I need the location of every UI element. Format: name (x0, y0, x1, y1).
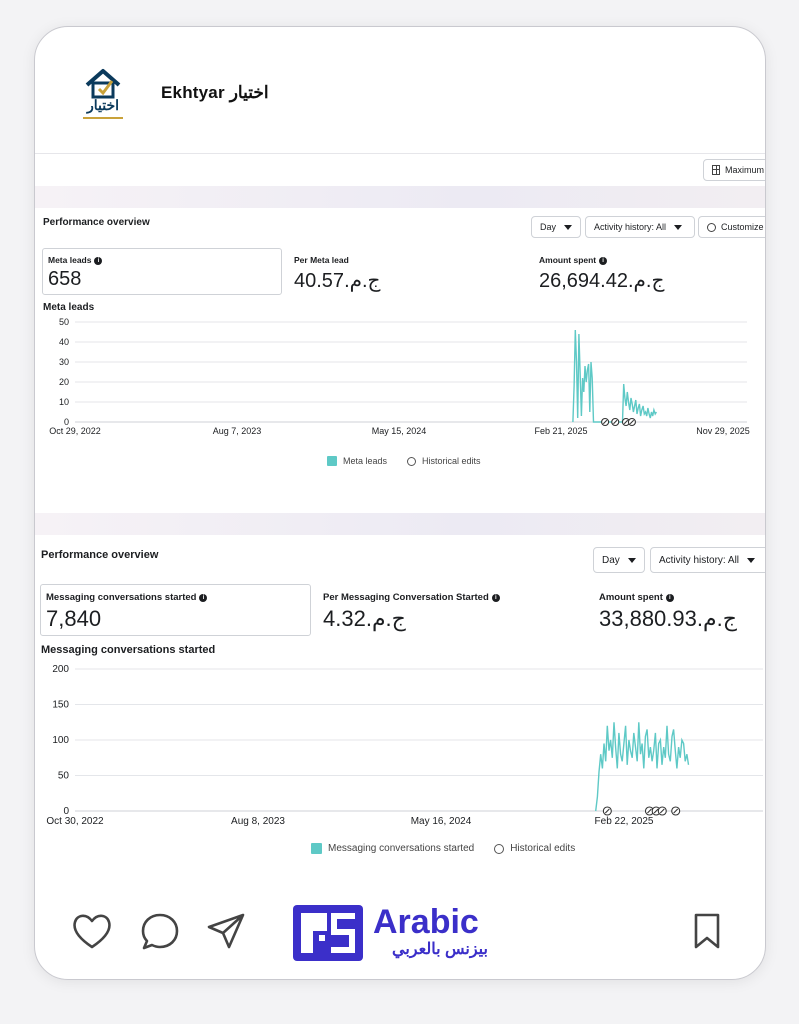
chart-title: Messaging conversations started (41, 644, 216, 656)
x-tick-label: May 15, 2024 (372, 426, 427, 436)
brand-english: Arabic (373, 903, 479, 941)
y-tick-label: 200 (52, 664, 69, 675)
y-tick-label: 0 (64, 417, 69, 427)
historical-edit-marker[interactable] (657, 806, 667, 816)
historical-edit-marker[interactable] (651, 806, 661, 816)
x-tick-label: Feb 21, 2025 (534, 426, 587, 436)
y-tick-label: 20 (59, 377, 69, 387)
series-line (572, 329, 658, 423)
info-icon: i (491, 594, 500, 602)
caret-down-icon (674, 224, 683, 230)
historical-edit-marker[interactable] (602, 806, 612, 816)
heart-icon[interactable] (71, 911, 113, 951)
historical-edit-marker[interactable] (601, 417, 610, 427)
customize-button[interactable]: Customize (698, 216, 765, 238)
screenshot-messaging: Performance overview Day Activity histor… (35, 513, 765, 883)
info-icon: i (599, 257, 608, 265)
historical-edits-icon (407, 456, 417, 466)
metric-label: Messaging conversations started i (46, 592, 208, 603)
series-swatch (327, 456, 337, 466)
x-tick-label: Aug 7, 2023 (213, 426, 262, 436)
caret-down-icon (564, 224, 573, 230)
performance-overview-title: Performance overview (43, 217, 150, 228)
info-icon: i (199, 594, 208, 602)
settings-icon (707, 222, 716, 232)
chart-legend: Meta leads Historical edits (327, 456, 481, 466)
metric-label: Per Messaging Conversation Started i (323, 592, 500, 603)
historical-edits-icon (494, 843, 505, 854)
y-tick-label: 150 (52, 700, 69, 711)
metric-value: 40.57ج.م.‏ (294, 270, 381, 292)
chart-legend: Messaging conversations started Historic… (311, 843, 575, 854)
header-band (35, 186, 765, 208)
activity-history-dropdown[interactable]: Activity history: All (585, 216, 695, 238)
share-icon[interactable] (205, 911, 247, 951)
x-tick-label: Oct 30, 2022 (46, 816, 104, 827)
x-tick-label: Nov 29, 2025 (696, 426, 750, 436)
arabic-business-logo[interactable]: Arabic بيزنس بالعربي (293, 903, 513, 961)
metric-value: 4.32ج.م.‏ (323, 606, 406, 631)
screenshot-meta-leads: Maximum Performance overview Day Activit… (35, 153, 765, 514)
x-tick-label: Aug 8, 2023 (231, 816, 285, 827)
caret-down-icon (627, 557, 636, 563)
metric-label: Meta leads i (48, 255, 103, 265)
bookmark-icon[interactable] (691, 911, 723, 951)
info-icon: i (94, 257, 103, 265)
y-tick-label: 0 (63, 806, 69, 817)
historical-edit-marker[interactable] (611, 417, 620, 427)
y-tick-label: 100 (52, 735, 69, 746)
table-icon (712, 165, 720, 175)
series-line (595, 722, 690, 812)
performance-overview-title: Performance overview (41, 549, 159, 561)
chart-title: Meta leads (43, 302, 95, 313)
historical-edit-marker[interactable] (671, 806, 681, 816)
metric-value: 658 (48, 268, 82, 290)
metric-label: Amount spent i (539, 255, 608, 265)
post-header: اختيار Ekhtyar اختيار (35, 27, 765, 153)
x-tick-label: Oct 29, 2022 (49, 426, 101, 436)
instagram-post-card: اختيار Ekhtyar اختيار Maximum Performanc… (34, 26, 766, 980)
metric-value: 7,840 (46, 606, 102, 631)
comment-icon[interactable] (139, 911, 181, 951)
metric-box-selected[interactable] (42, 248, 282, 295)
historical-edit-marker[interactable] (621, 417, 631, 427)
metric-box-selected[interactable] (40, 584, 311, 636)
bb-logo-icon (293, 905, 363, 961)
y-tick-label: 50 (58, 771, 70, 782)
maximum-button[interactable]: Maximum (703, 159, 765, 181)
messaging-chart: 0 50 100 150 200 Oct 30, 2022 Aug 8, 2023 May 1… (46, 664, 763, 827)
meta-leads-chart: 0 10 20 30 40 50 Oct 29, 2022 Aug 7, 2023 May 15… (49, 317, 750, 436)
y-tick-label: 50 (59, 317, 69, 327)
day-dropdown[interactable]: Day (593, 547, 645, 573)
metric-label: Amount spent i (599, 592, 674, 603)
brand-arabic: بيزنس بالعربي (392, 941, 488, 958)
metric-label: Per Meta lead (294, 255, 349, 265)
y-tick-label: 30 (59, 357, 69, 367)
ekhtyar-logo[interactable]: اختيار (77, 61, 129, 125)
caret-down-icon (747, 557, 756, 563)
y-tick-label: 40 (59, 337, 69, 347)
historical-edit-marker[interactable] (627, 417, 636, 427)
logo-text: اختيار (86, 97, 120, 113)
metric-value: 33,880.93ج.م.‏ (599, 606, 737, 631)
house-logo-icon (83, 69, 123, 119)
x-tick-label: Feb 22, 2025 (595, 816, 654, 827)
metric-value: 26,694.42ج.م.‏ (539, 270, 665, 292)
account-name[interactable]: Ekhtyar اختيار (161, 83, 269, 102)
day-dropdown[interactable]: Day (531, 216, 581, 238)
x-tick-label: May 16, 2024 (411, 816, 472, 827)
activity-history-dropdown[interactable]: Activity history: All (650, 547, 765, 573)
header-band (35, 513, 765, 535)
y-tick-label: 10 (59, 397, 69, 407)
info-icon: i (665, 594, 674, 602)
series-swatch (311, 843, 322, 854)
post-actions-bar: Arabic بيزنس بالعربي (35, 883, 765, 979)
